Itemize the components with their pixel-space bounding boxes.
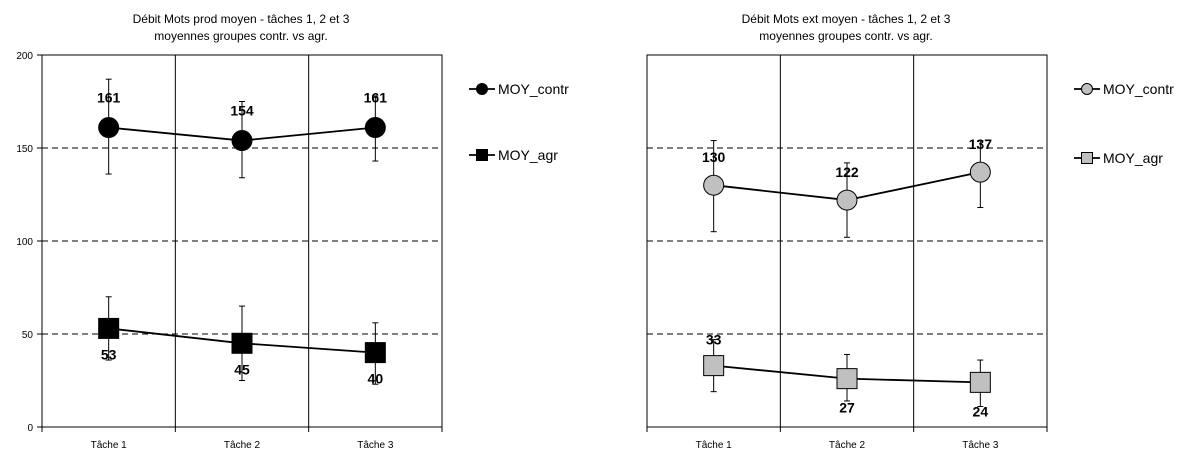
data-label: 45 bbox=[234, 361, 250, 377]
data-label: 137 bbox=[969, 136, 993, 152]
data-point bbox=[969, 371, 991, 393]
data-point bbox=[231, 130, 253, 152]
series-MOY_agr: 33 27 24 bbox=[703, 332, 991, 419]
legend-marker bbox=[1081, 83, 1093, 95]
y-tick-label: 0 bbox=[27, 423, 33, 434]
x-tick-label: Tâche 3 bbox=[357, 440, 394, 451]
data-point bbox=[703, 174, 725, 196]
legend-label: MOY_contr bbox=[498, 81, 569, 97]
x-tick-label: Tâche 2 bbox=[224, 440, 261, 451]
chart-panel-1: Débit Mots prod moyen - tâches 1, 2 et 3… bbox=[16, 12, 569, 451]
data-label: 154 bbox=[230, 103, 254, 119]
data-label: 24 bbox=[973, 403, 989, 419]
data-label: 161 bbox=[364, 90, 388, 106]
x-tick-label: Tâche 1 bbox=[696, 440, 733, 451]
x-tick-label: Tâche 3 bbox=[962, 440, 999, 451]
y-tick-label: 100 bbox=[16, 237, 33, 248]
chart-title: Débit Mots prod moyen - tâches 1, 2 et 3 bbox=[133, 12, 350, 26]
data-point bbox=[969, 161, 991, 183]
data-point bbox=[836, 368, 858, 390]
chart-title: Débit Mots ext moyen - tâches 1, 2 et 3 bbox=[742, 12, 951, 26]
data-label: 53 bbox=[101, 346, 117, 362]
data-point bbox=[703, 355, 725, 377]
data-label: 122 bbox=[835, 164, 859, 180]
data-point bbox=[364, 117, 386, 139]
data-label: 33 bbox=[706, 332, 722, 348]
legend-marker bbox=[1081, 152, 1093, 164]
data-label: 27 bbox=[839, 400, 855, 416]
data-label: 161 bbox=[97, 90, 121, 106]
chart-subtitle: moyennes groupes contr. vs agr. bbox=[154, 29, 327, 43]
x-tick-label: Tâche 1 bbox=[91, 440, 128, 451]
series-MOY_contr: 130 122 137 bbox=[702, 136, 993, 238]
chart-subtitle: moyennes groupes contr. vs agr. bbox=[759, 29, 932, 43]
data-point bbox=[98, 317, 120, 339]
data-point bbox=[98, 117, 120, 139]
y-tick-label: 200 bbox=[16, 51, 33, 62]
legend-label: MOY_contr bbox=[1103, 81, 1174, 97]
legend-marker bbox=[476, 149, 488, 161]
y-tick-label: 50 bbox=[22, 330, 34, 341]
data-label: 130 bbox=[702, 149, 726, 165]
data-label: 40 bbox=[368, 371, 384, 387]
legend-marker bbox=[476, 83, 488, 95]
data-point bbox=[231, 332, 253, 354]
data-point bbox=[364, 342, 386, 364]
legend-entry: MOY_agr bbox=[469, 147, 558, 163]
series-MOY_agr: 53 45 40 bbox=[98, 296, 386, 387]
legend-entry: MOY_agr bbox=[1074, 150, 1163, 166]
legend-label: MOY_agr bbox=[498, 147, 558, 163]
chart-panel-2: Débit Mots ext moyen - tâches 1, 2 et 3 m… bbox=[646, 12, 1174, 451]
y-tick-label: 150 bbox=[16, 144, 33, 155]
x-tick-label: Tâche 2 bbox=[829, 440, 866, 451]
legend-entry: MOY_contr bbox=[1074, 81, 1174, 97]
legend-label: MOY_agr bbox=[1103, 150, 1163, 166]
data-point bbox=[836, 189, 858, 211]
series-MOY_contr: 161 154 161 bbox=[97, 78, 388, 179]
legend-entry: MOY_contr bbox=[469, 81, 569, 97]
